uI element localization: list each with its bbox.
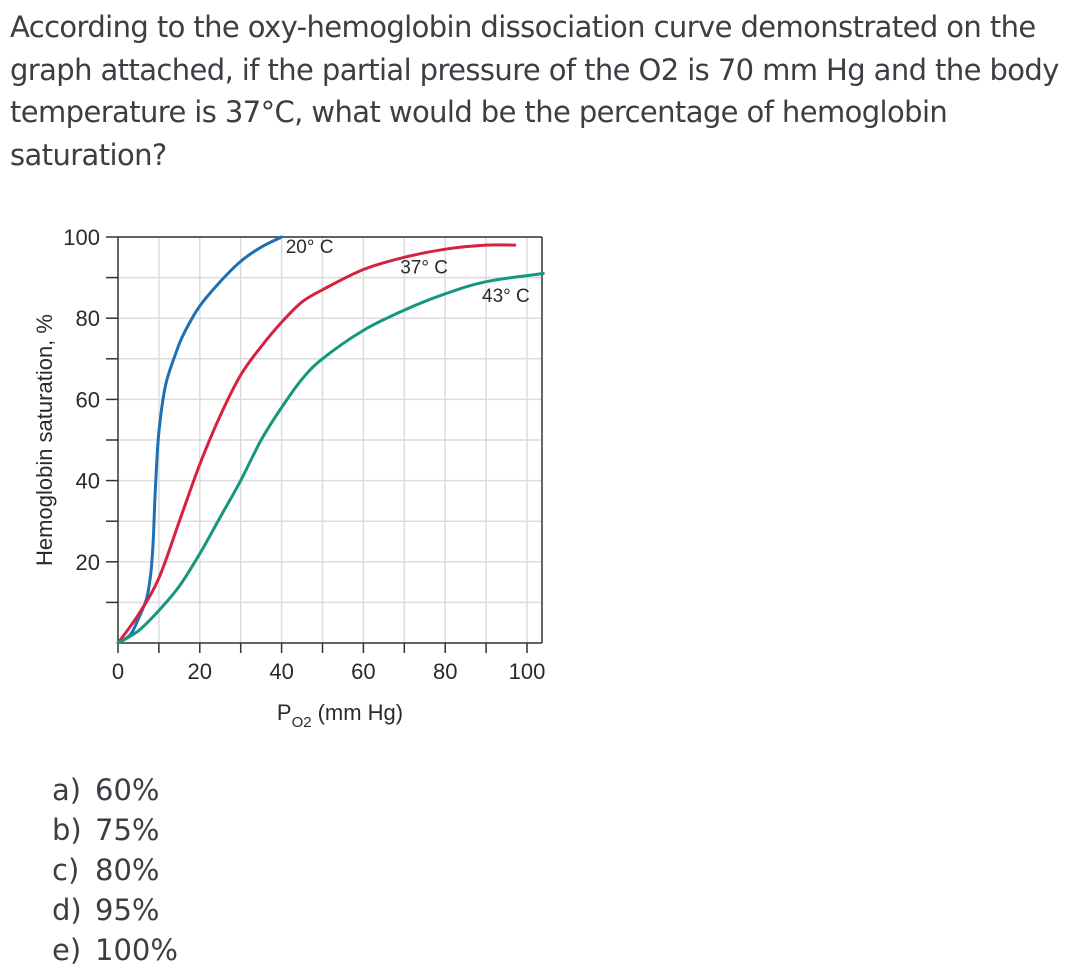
svg-text:80: 80 <box>76 306 100 331</box>
svg-text:40: 40 <box>76 469 100 494</box>
svg-text:40: 40 <box>269 659 293 684</box>
curve-label: 20° C <box>286 237 334 258</box>
curve-label: 37° C <box>400 258 448 279</box>
option-e[interactable]: e) 100% <box>52 933 178 967</box>
svg-text:60: 60 <box>351 659 375 684</box>
chart-grid <box>118 236 542 643</box>
oxyhemoglobin-chart: 0 20 40 60 80 100 20 40 60 80 100 20° C 37° C 43° C H… <box>32 225 545 731</box>
svg-text:20: 20 <box>188 659 212 684</box>
chart-curves <box>116 235 545 645</box>
curve-43c <box>116 272 545 645</box>
svg-text:100: 100 <box>63 225 100 250</box>
svg-text:20: 20 <box>76 550 100 575</box>
svg-text:80: 80 <box>433 659 457 684</box>
curve-label: 43° C <box>482 286 530 307</box>
option-a[interactable]: a) 60% <box>52 773 160 807</box>
curve-37c <box>116 243 517 645</box>
question-text: According to the oxy-hemoglobin dissocia… <box>10 10 1059 172</box>
answer-options: a) 60% b) 75% c) 80% d) 95% e) 100% <box>52 770 178 970</box>
chart-labels: 0 20 40 60 80 100 20 40 60 80 100 20° C 37° C 43° C <box>63 225 545 684</box>
option-b[interactable]: b) 75% <box>52 813 160 847</box>
option-d[interactable]: d) 95% <box>52 893 160 927</box>
option-c[interactable]: c) 80% <box>52 853 160 887</box>
svg-text:0: 0 <box>112 659 124 684</box>
svg-text:100: 100 <box>509 659 546 684</box>
x-axis-label: PO2 (mm Hg) <box>277 700 403 731</box>
y-axis-label: Hemoglobin saturation, % <box>32 314 57 566</box>
svg-text:60: 60 <box>76 387 100 412</box>
chart-frame <box>106 236 543 653</box>
